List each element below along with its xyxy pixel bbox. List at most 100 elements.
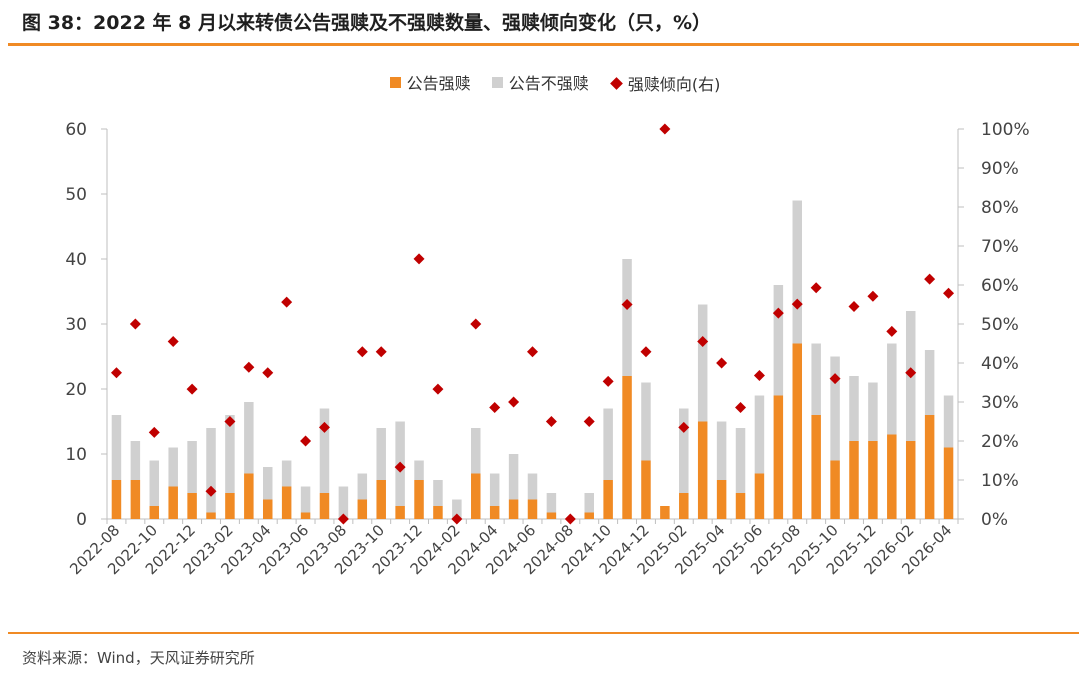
right-tick-label: 30% [981,393,1019,413]
bar-not-redeem [603,408,613,480]
tendency-point [318,421,330,433]
bar-redeem [868,441,878,519]
bar-not-redeem [716,421,727,480]
bar-not-redeem [830,356,840,461]
bar-redeem [792,343,803,519]
bar-redeem [887,434,897,519]
tendency-point [394,461,406,473]
bar-redeem [187,493,197,519]
tendency-point [621,299,633,310]
tendency-point [224,416,236,427]
tendency-point [337,513,349,525]
bar-redeem [660,506,670,519]
right-tick-label: 100% [981,120,1030,140]
left-tick-label: 30 [65,315,87,335]
chart-legend: 公告强赎 公告不强赎 强赎倾向(右) [0,70,1080,95]
bar-not-redeem [641,382,651,461]
bar-not-redeem [187,441,197,493]
tendency-point [432,383,444,395]
tendency-point [905,367,917,379]
bar-not-redeem [868,382,878,441]
tendency-point [243,361,255,373]
bar-redeem [149,506,160,519]
tendency-point [148,426,160,438]
bar-redeem [471,473,481,519]
bar-not-redeem [792,200,803,344]
bar-redeem [508,499,519,519]
bar-not-redeem [357,473,368,500]
bar-not-redeem [262,467,273,500]
tendency-point [451,513,463,525]
left-tick-label: 0 [76,510,87,530]
tendency-point [262,367,274,379]
bar-not-redeem [225,415,235,493]
bar-redeem [225,493,235,519]
bar-redeem [130,480,141,519]
bar-redeem [603,480,613,519]
tendency-point [716,357,728,369]
bar-redeem [697,421,708,519]
bar-not-redeem [433,480,443,506]
tendency-point [375,346,387,358]
bar-redeem [376,480,386,519]
bar-not-redeem [697,304,708,422]
left-tick-label: 50 [65,185,87,205]
legend-item-not-redeem: 公告不强赎 [491,70,589,94]
legend-item-redeem: 公告强赎 [389,70,471,94]
bar-redeem [206,512,216,519]
bar-redeem [414,480,424,519]
left-tick-label: 20 [65,380,87,400]
tendency-point [697,336,709,348]
right-tick-label: 50% [981,315,1019,335]
bar-not-redeem [376,428,386,480]
bar-not-redeem [811,343,821,415]
tendency-point [205,485,217,497]
tendency-point [413,253,425,265]
bar-not-redeem [281,460,292,487]
legend-swatch-not-redeem [491,76,503,88]
tendency-point [110,367,122,379]
source-divider [8,632,1079,634]
bar-not-redeem [300,486,311,513]
tendency-point [545,416,557,427]
tendency-point [924,273,936,285]
bar-not-redeem [206,428,216,513]
bar-not-redeem [471,428,481,474]
bar-redeem [754,473,765,519]
right-tick-label: 90% [981,159,1019,179]
bar-not-redeem [584,493,594,513]
bar-not-redeem [338,486,349,519]
chart-plot: 0 10 20 30 40 50 60 0% 10% 20% 30% 40% 50% 60% 70% 80% 9… [65,120,1030,578]
bar-redeem [300,512,311,519]
bar-not-redeem [849,376,859,441]
left-tick-label: 40 [65,250,87,270]
right-tick-label: 80% [981,198,1019,218]
tendency-point [753,369,765,381]
tendency-point [848,300,860,312]
legend-item-tendency: 强赎倾向(右) [609,71,720,95]
bar-redeem [395,506,405,519]
bar-redeem [811,415,821,519]
bar-not-redeem [452,499,462,519]
right-tick-label: 60% [981,276,1019,296]
bar-redeem [281,486,292,519]
right-tick-label: 10% [981,471,1019,491]
bar-redeem [489,506,500,519]
bar-redeem [716,480,727,519]
title-divider [8,43,1079,46]
bar-redeem [357,499,368,519]
bar-not-redeem [943,395,954,448]
tendency-point [772,307,784,319]
chart-title: 图 38：2022 年 8 月以来转债公告强赎及不强赎数量、强赎倾向变化（只，%… [22,12,712,34]
tendency-point [281,296,293,308]
bar-not-redeem [508,454,519,500]
bar-not-redeem [773,285,784,396]
bar-redeem [433,506,443,519]
bar-redeem [905,441,916,519]
bar-not-redeem [319,408,330,493]
bar-redeem [641,460,651,519]
tendency-point [489,401,501,413]
bar-redeem [111,480,122,519]
bar-redeem [849,441,859,519]
left-tick-label: 60 [65,120,87,140]
